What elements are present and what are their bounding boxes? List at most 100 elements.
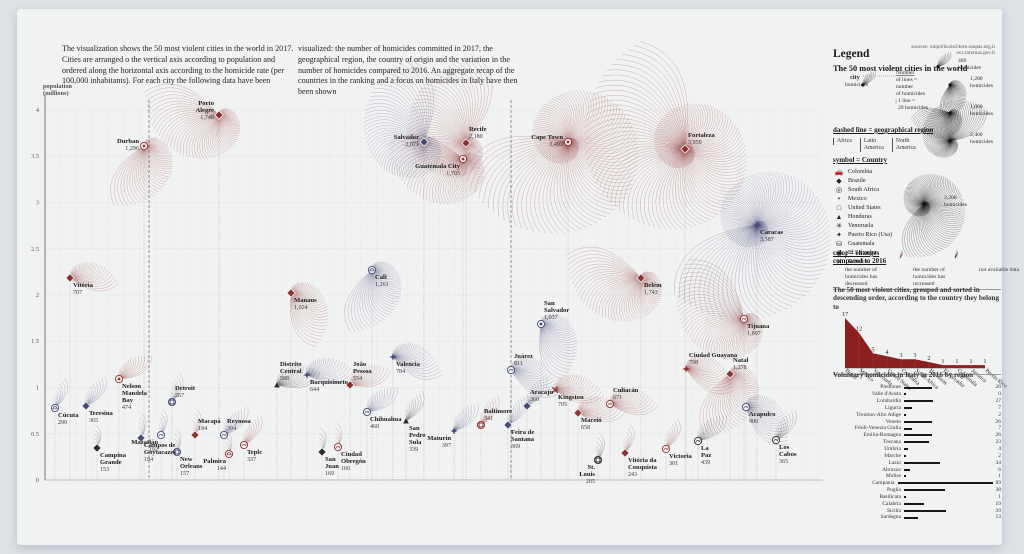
svg-text:1,024: 1,024 xyxy=(294,305,308,311)
svg-text:157: 157 xyxy=(180,471,189,477)
svg-text:San: San xyxy=(325,456,336,463)
svg-text:2: 2 xyxy=(36,292,39,299)
svg-text:Chihuahua: Chihuahua xyxy=(370,416,402,423)
svg-text:360: 360 xyxy=(530,397,539,403)
svg-text:João: João xyxy=(353,361,367,368)
svg-text:705: 705 xyxy=(558,402,567,408)
svg-text:900: 900 xyxy=(749,419,758,425)
svg-text:San: San xyxy=(544,300,555,307)
svg-text:3.5: 3.5 xyxy=(31,153,39,160)
svg-text:1,743: 1,743 xyxy=(644,290,658,296)
svg-text:1,037: 1,037 xyxy=(544,315,558,321)
svg-text:4: 4 xyxy=(36,107,40,114)
svg-text:658: 658 xyxy=(581,425,590,431)
svg-text:Baltimore: Baltimore xyxy=(484,408,512,415)
svg-text:Mandela: Mandela xyxy=(122,390,148,397)
svg-text:1,296: 1,296 xyxy=(125,146,139,152)
svg-text:Tijuana: Tijuana xyxy=(747,323,770,330)
svg-text:Vitória da: Vitória da xyxy=(628,457,657,464)
svg-text:267: 267 xyxy=(175,393,184,399)
svg-text:Orleans: Orleans xyxy=(180,463,203,470)
svg-text:707: 707 xyxy=(73,290,82,296)
svg-text:671: 671 xyxy=(613,395,622,401)
svg-text:Central: Central xyxy=(280,368,302,375)
svg-text:2,180: 2,180 xyxy=(469,134,483,140)
svg-text:166: 166 xyxy=(341,466,350,472)
svg-text:Teplc: Teplc xyxy=(247,449,262,456)
svg-text:341: 341 xyxy=(484,416,493,422)
svg-text:1: 1 xyxy=(36,385,39,392)
svg-text:3,493: 3,493 xyxy=(549,142,563,148)
svg-text:588: 588 xyxy=(280,376,289,382)
svg-text:243: 243 xyxy=(628,472,637,478)
svg-text:784: 784 xyxy=(396,369,405,375)
svg-text:Conquista: Conquista xyxy=(628,464,658,471)
svg-text:153: 153 xyxy=(100,467,109,473)
svg-text:Valencia: Valencia xyxy=(396,361,421,368)
svg-text:Salvador: Salvador xyxy=(544,307,569,314)
svg-text:Sula: Sula xyxy=(409,439,422,446)
svg-text:Teresina: Teresina xyxy=(89,410,114,417)
svg-text:337: 337 xyxy=(247,457,256,463)
svg-text:Mazatlán: Mazatlán xyxy=(131,439,158,446)
svg-text:Recife: Recife xyxy=(469,126,487,133)
svg-text:Los: Los xyxy=(779,444,790,451)
svg-text:474: 474 xyxy=(122,405,131,411)
svg-text:1.5: 1.5 xyxy=(31,338,39,345)
svg-text:Juárez: Juárez xyxy=(514,353,533,360)
svg-text:Reynosa: Reynosa xyxy=(227,418,252,425)
svg-text:365: 365 xyxy=(89,418,98,424)
svg-text:365: 365 xyxy=(779,459,788,465)
svg-text:Maturín: Maturín xyxy=(427,435,451,442)
svg-text:205: 205 xyxy=(586,479,595,485)
svg-text:population: population xyxy=(43,83,73,90)
svg-text:Santana: Santana xyxy=(511,436,535,443)
svg-text:Porto: Porto xyxy=(198,100,214,107)
svg-text:Pessoa: Pessoa xyxy=(353,368,372,375)
svg-text:Nelson: Nelson xyxy=(122,383,141,390)
svg-text:2.5: 2.5 xyxy=(31,246,39,253)
svg-text:2,071: 2,071 xyxy=(405,142,419,148)
svg-text:0: 0 xyxy=(36,477,39,484)
svg-text:169: 169 xyxy=(325,471,334,477)
svg-text:811: 811 xyxy=(514,361,523,367)
svg-text:460: 460 xyxy=(370,424,379,430)
svg-text:Paz: Paz xyxy=(701,452,711,459)
svg-text:Pedro: Pedro xyxy=(409,432,426,439)
svg-text:394: 394 xyxy=(227,426,236,432)
svg-text:St.: St. xyxy=(587,464,595,471)
svg-text:3,959: 3,959 xyxy=(688,140,702,146)
svg-text:144: 144 xyxy=(217,466,226,472)
svg-text:798: 798 xyxy=(689,360,698,366)
svg-text:397: 397 xyxy=(442,443,451,449)
svg-text:Salvador: Salvador xyxy=(394,134,419,141)
svg-text:Kingston: Kingston xyxy=(558,394,584,401)
svg-text:Ciudad Guayana: Ciudad Guayana xyxy=(689,352,738,359)
svg-text:Cúcuta: Cúcuta xyxy=(58,412,79,419)
svg-text:Grande: Grande xyxy=(100,459,122,466)
svg-text:Alegre: Alegre xyxy=(195,107,214,114)
svg-text:Palmira: Palmira xyxy=(203,458,226,465)
svg-text:Campina: Campina xyxy=(100,452,127,459)
svg-text:Maceió: Maceió xyxy=(581,417,602,424)
svg-text:301: 301 xyxy=(669,461,678,467)
svg-text:Guatemala City: Guatemala City xyxy=(415,163,461,170)
svg-text:Caracas: Caracas xyxy=(760,229,784,236)
svg-text:Cape Town: Cape Town xyxy=(531,134,563,141)
svg-text:San: San xyxy=(409,425,420,432)
svg-text:Louis: Louis xyxy=(579,471,595,478)
svg-text:Feira de: Feira de xyxy=(511,429,534,436)
svg-text:(millions): (millions) xyxy=(43,90,69,97)
svg-text:1,897: 1,897 xyxy=(747,331,761,337)
svg-text:Macapá: Macapá xyxy=(198,418,221,425)
svg-text:Victoria: Victoria xyxy=(669,453,693,460)
svg-text:Natal: Natal xyxy=(733,357,749,364)
svg-text:Manaus: Manaus xyxy=(294,297,317,304)
svg-text:3,387: 3,387 xyxy=(760,237,774,243)
svg-text:Ciudad: Ciudad xyxy=(341,451,362,458)
svg-text:192: 192 xyxy=(149,447,158,453)
svg-text:La: La xyxy=(701,445,709,452)
svg-text:369: 369 xyxy=(511,444,520,450)
svg-text:Cali: Cali xyxy=(375,274,387,281)
svg-text:Obregón: Obregón xyxy=(341,458,366,465)
